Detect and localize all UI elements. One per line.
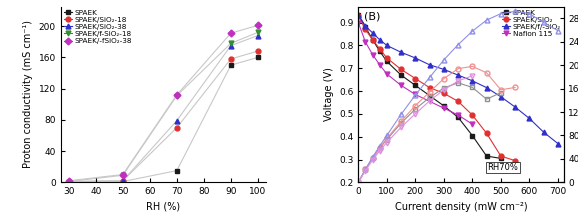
X-axis label: RH (%): RH (%) xyxy=(146,202,180,212)
Y-axis label: Proton conductivity (mS cm⁻¹): Proton conductivity (mS cm⁻¹) xyxy=(23,21,33,168)
Text: (B): (B) xyxy=(365,12,381,22)
Y-axis label: Voltage (V): Voltage (V) xyxy=(324,68,334,121)
Legend: SPAEK, SPAEK/SiO₂-18, SPAEK/SiO₂-38, SPAEK/f-SiO₂-18, SPAEK/-fSiO₂-38: SPAEK, SPAEK/SiO₂-18, SPAEK/SiO₂-38, SPA… xyxy=(63,9,132,45)
Legend: SPAEK, SPAEK/SiO₂, SPAEK/f/-SiO₂, Nafion 115: SPAEK, SPAEK/SiO₂, SPAEK/f/-SiO₂, Nafion… xyxy=(501,9,561,38)
X-axis label: Current density (mW cm⁻²): Current density (mW cm⁻²) xyxy=(395,202,527,212)
Text: RH70%: RH70% xyxy=(488,163,518,172)
